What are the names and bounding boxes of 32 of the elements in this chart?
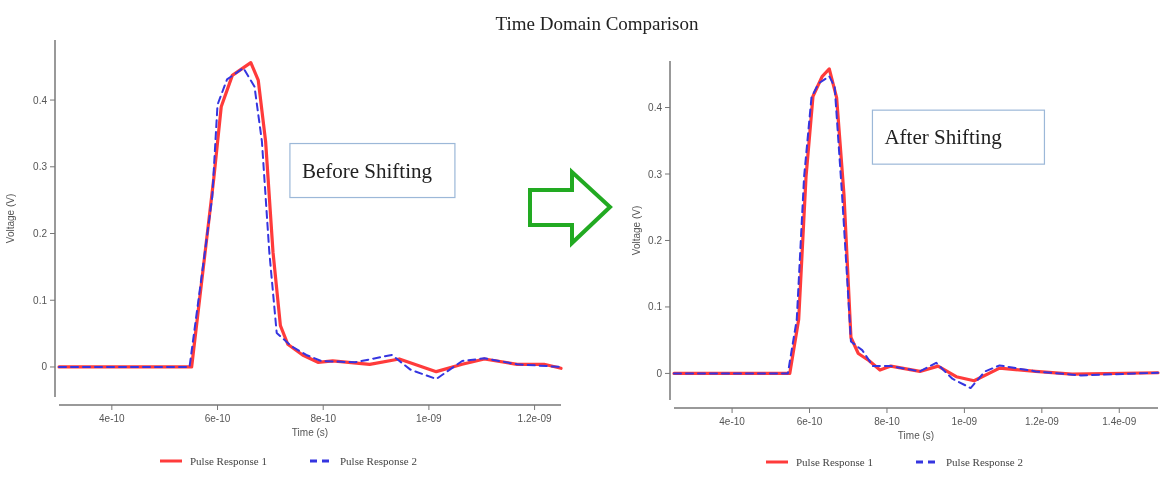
chart-title: Time Domain Comparison [495, 13, 700, 34]
y-tick-label: 0 [41, 361, 48, 373]
x-tick-label: 1e-09 [416, 413, 443, 424]
y-tick-label: 0.1 [33, 294, 48, 306]
y-tick-label: 0.2 [648, 234, 663, 246]
x-tick-label: 8e-10 [310, 413, 337, 424]
y-tick-label: 0.3 [648, 168, 663, 180]
x-tick-label: 4e-10 [719, 416, 746, 427]
x-tick-label: 8e-10 [874, 416, 901, 427]
legend-label: Pulse Response 1 [190, 455, 267, 467]
y-axis-title: Voltage (V) [631, 205, 642, 256]
y-axis-title: Voltage (V) [5, 193, 16, 244]
x-tick-label: 1.2e-09 [1024, 416, 1060, 427]
annotation: After Shifting [884, 125, 1003, 150]
x-tick-label: 1.2e-09 [517, 413, 552, 424]
x-tick-label: 6e-10 [796, 416, 823, 427]
x-axis-title: Time (s) [897, 430, 935, 441]
x-tick-label: 1.4e-09 [1102, 416, 1137, 427]
legend-label: Pulse Response 1 [796, 456, 873, 468]
annotation: Before Shifting [301, 158, 433, 183]
y-tick-label: 0.2 [33, 228, 48, 240]
y-tick-label: 0 [656, 367, 663, 379]
legend-label: Pulse Response 2 [340, 455, 417, 467]
y-tick-label: 0.4 [648, 102, 663, 114]
x-tick-label: 1e-09 [951, 416, 978, 427]
y-tick-label: 0.1 [648, 301, 663, 313]
y-tick-label: 0.3 [33, 161, 48, 173]
legend-label: Pulse Response 2 [946, 456, 1023, 468]
y-tick-label: 0.4 [33, 94, 48, 106]
x-axis-title: Time (s) [291, 427, 329, 438]
x-tick-label: 6e-10 [204, 413, 231, 424]
x-tick-label: 4e-10 [99, 413, 126, 424]
